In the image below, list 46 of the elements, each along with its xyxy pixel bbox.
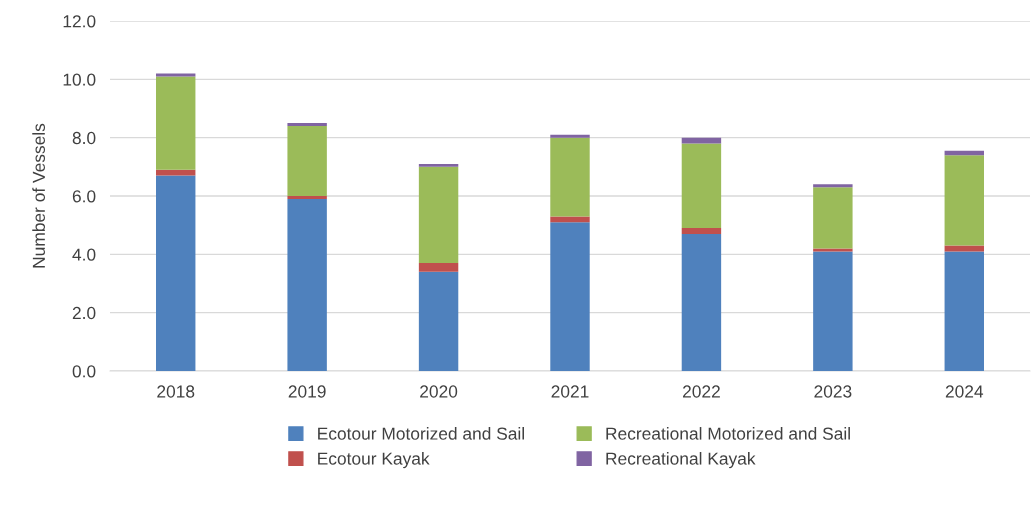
bar bbox=[287, 123, 327, 126]
y-tick-label: 10.0 bbox=[63, 73, 96, 86]
legend-label: Recreational Kayak bbox=[606, 451, 756, 469]
bar bbox=[813, 187, 853, 249]
y-tick-label: 6.0 bbox=[72, 190, 96, 203]
bar bbox=[681, 233, 722, 371]
x-tick-label: 2023 bbox=[814, 385, 852, 398]
y-tick-label: 12.0 bbox=[63, 15, 96, 28]
bar bbox=[944, 150, 984, 156]
x-tick-label: 2024 bbox=[945, 385, 984, 398]
legend-label: Ecotour Motorized and Sail bbox=[318, 427, 524, 440]
bar bbox=[156, 175, 196, 371]
bar bbox=[550, 134, 590, 138]
bar bbox=[156, 76, 196, 170]
bar bbox=[944, 251, 984, 371]
x-tick-label: 2021 bbox=[551, 385, 589, 398]
bar bbox=[418, 263, 459, 272]
x-tick-label: 2022 bbox=[682, 385, 720, 398]
y-axis-title: Number of Vessels bbox=[32, 123, 45, 268]
bar bbox=[681, 137, 722, 144]
bar bbox=[156, 169, 196, 176]
bar bbox=[287, 196, 327, 199]
x-tick-label: 2020 bbox=[420, 385, 458, 398]
bar bbox=[418, 271, 459, 371]
bar bbox=[550, 137, 590, 217]
bar bbox=[550, 216, 590, 223]
bar bbox=[944, 155, 984, 246]
y-tick-label: 0.0 bbox=[72, 365, 96, 378]
bar bbox=[813, 184, 853, 188]
bar bbox=[813, 248, 853, 252]
bar bbox=[681, 228, 722, 234]
bar bbox=[681, 143, 722, 229]
bar bbox=[418, 166, 459, 264]
bar bbox=[287, 198, 327, 371]
bar bbox=[550, 222, 590, 371]
x-tick-label: 2019 bbox=[288, 385, 326, 398]
bar bbox=[813, 251, 853, 371]
bar bbox=[287, 126, 327, 196]
legend-label: Recreational Motorized and Sail bbox=[606, 427, 850, 440]
y-tick-label: 8.0 bbox=[72, 131, 96, 145]
y-tick-label: 4.0 bbox=[72, 248, 96, 261]
bar bbox=[418, 163, 459, 167]
legend-label: Ecotour Kayak bbox=[318, 451, 430, 469]
y-tick-label: 2.0 bbox=[72, 306, 96, 320]
bar bbox=[156, 73, 196, 77]
x-tick-label: 2018 bbox=[157, 385, 195, 398]
